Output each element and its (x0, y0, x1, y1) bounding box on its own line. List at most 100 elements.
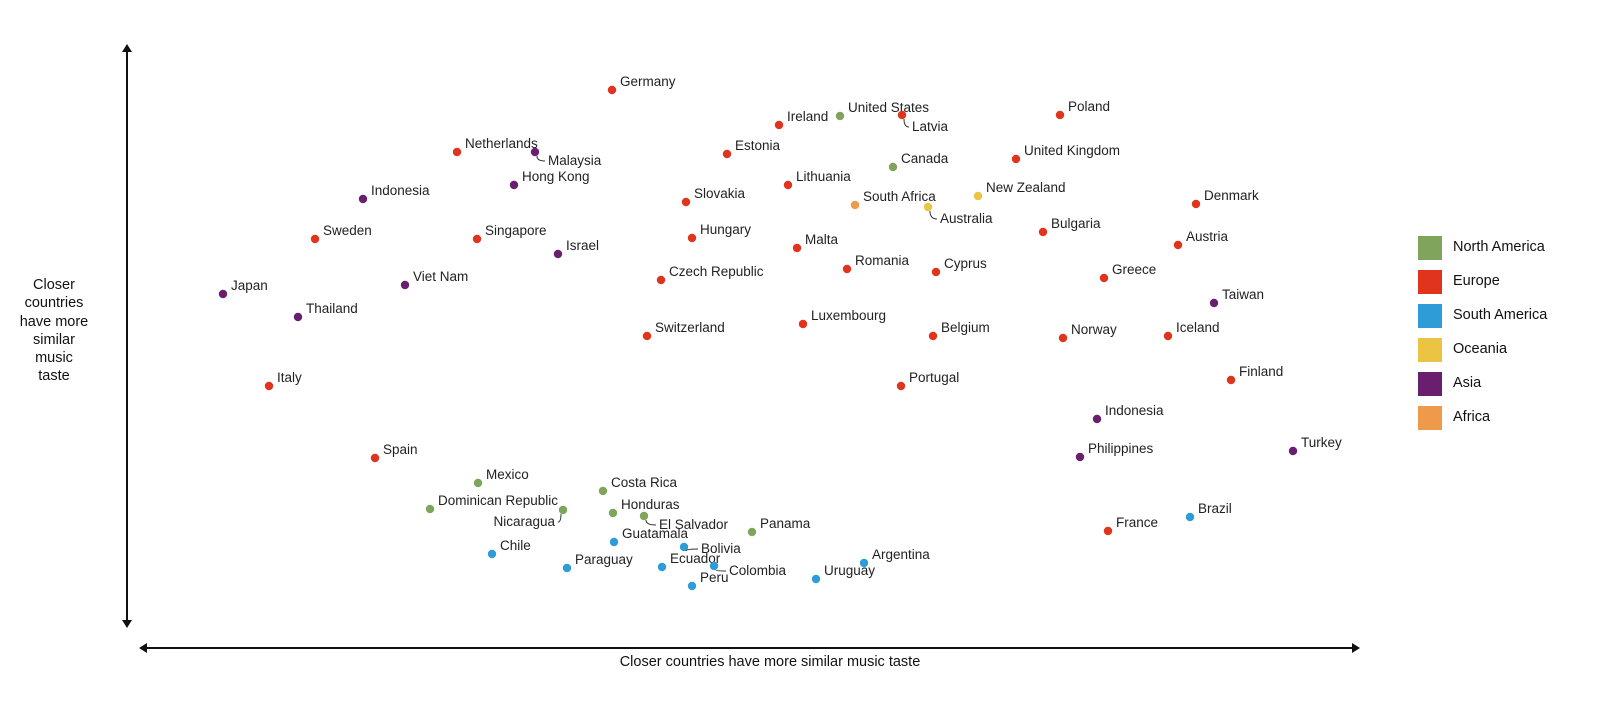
data-point: Colombia (709, 561, 787, 578)
data-point: Panama (747, 516, 811, 537)
legend-swatch (1418, 406, 1442, 430)
point-label: Romania (855, 253, 910, 268)
scatter-dot (1092, 414, 1102, 424)
scatter-dot (358, 194, 368, 204)
point-label: New Zealand (986, 180, 1066, 195)
data-point: Peru (687, 570, 729, 591)
point-label: Sweden (323, 223, 372, 238)
point-label: Latvia (912, 119, 949, 134)
point-label: Chile (500, 538, 531, 553)
scatter-dot (928, 331, 938, 341)
point-label: Australia (940, 211, 993, 226)
data-point: Bulgaria (1038, 216, 1101, 237)
scatter-dot (1038, 227, 1048, 237)
point-label: South Africa (863, 189, 936, 204)
scatter-dot (859, 558, 869, 568)
data-point: Japan (218, 278, 268, 299)
legend-swatch (1418, 372, 1442, 396)
scatter-dot (264, 381, 274, 391)
scatter-dot (487, 549, 497, 559)
point-label: Israel (566, 238, 599, 253)
data-point: Belgium (928, 320, 990, 341)
point-label: Canada (901, 151, 949, 166)
point-label: Peru (700, 570, 729, 585)
data-point: Viet Nam (400, 269, 468, 290)
scatter-dot (639, 511, 649, 521)
scatter-dot (609, 537, 619, 547)
point-label: Greece (1112, 262, 1156, 277)
data-point: Iceland (1163, 320, 1220, 341)
legend-label: Europe (1453, 273, 1500, 289)
data-point: Brazil (1185, 501, 1232, 522)
label-connector (903, 118, 910, 128)
data-point: Germany (607, 74, 676, 95)
scatter-dot (1011, 154, 1021, 164)
scatter-dot (722, 149, 732, 159)
point-label: El Salvador (659, 517, 729, 532)
point-label: Uruguay (824, 563, 875, 578)
point-label: Argentina (872, 547, 930, 562)
x-axis-arrow-right-icon (1352, 643, 1360, 653)
data-point: Switzerland (642, 320, 725, 341)
point-label: Hungary (700, 222, 751, 237)
point-label: Spain (383, 442, 418, 457)
point-label: Brazil (1198, 501, 1232, 516)
scatter-dot (656, 275, 666, 285)
data-point: Romania (842, 253, 910, 274)
label-connector (685, 548, 699, 552)
point-label: Dominican Republic (438, 493, 558, 508)
point-label: Guatamala (622, 526, 689, 541)
scatter-dot (888, 162, 898, 172)
data-point: Sweden (310, 223, 372, 244)
scatter-dot (1103, 526, 1113, 536)
label-connector (645, 519, 657, 526)
scatter-dot (973, 191, 983, 201)
legend-item-africa: Africa (1418, 406, 1588, 430)
data-point: Austria (1173, 229, 1229, 250)
scatter-dot (598, 486, 608, 496)
point-label: Indonesia (371, 183, 430, 198)
data-point: Israel (553, 238, 599, 259)
legend-item-south-america: South America (1418, 304, 1588, 328)
scatter-dot (687, 233, 697, 243)
scatter-dot (1075, 452, 1085, 462)
data-point: Netherlands (452, 136, 538, 157)
data-point: Canada (888, 151, 949, 172)
scatter-dot (1209, 298, 1219, 308)
data-point: Malta (792, 232, 839, 253)
point-label: Slovakia (694, 186, 746, 201)
data-point: Taiwan (1209, 287, 1264, 308)
legend-item-north-america: North America (1418, 236, 1588, 260)
data-point: United Kingdom (1011, 143, 1120, 164)
point-label: Indonesia (1105, 403, 1164, 418)
data-point: Estonia (722, 138, 781, 159)
scatter-dot (608, 508, 618, 518)
y-axis-arrow-up-icon (122, 44, 132, 52)
data-point: Portugal (896, 370, 959, 391)
point-label: Costa Rica (611, 475, 678, 490)
x-axis-label: Closer countries have more similar music… (619, 654, 921, 670)
data-point: Chile (487, 538, 531, 559)
point-label: United States (848, 100, 929, 115)
data-point: Cyprus (931, 256, 987, 277)
data-point: Ecuador (657, 551, 721, 572)
point-label: Norway (1071, 322, 1117, 337)
scatter-dot (425, 504, 435, 514)
scatter-dot (687, 581, 697, 591)
scatter-dot (709, 561, 719, 571)
point-label: United Kingdom (1024, 143, 1120, 158)
point-label: Bolivia (701, 541, 741, 556)
data-point: South Africa (850, 189, 936, 210)
data-point: Honduras (608, 497, 680, 518)
point-label: Netherlands (465, 136, 538, 151)
data-point: Norway (1058, 322, 1117, 343)
scatter-dot (642, 331, 652, 341)
data-point: Luxembourg (798, 308, 886, 329)
label-connector (557, 513, 562, 523)
scatter-dot (310, 234, 320, 244)
scatter-dot (562, 563, 572, 573)
scatter-dot (530, 147, 540, 157)
scatter-dot (1226, 375, 1236, 385)
scatter-dot (798, 319, 808, 329)
point-label: Malta (805, 232, 839, 247)
